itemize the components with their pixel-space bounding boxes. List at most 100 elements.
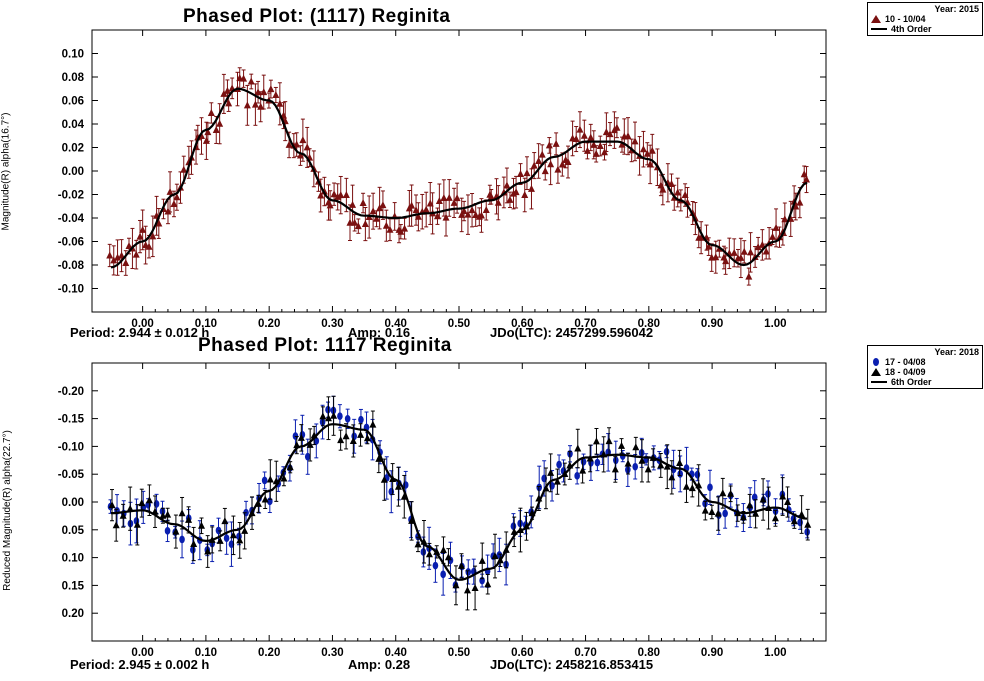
- amp-text: Amp: 0.16: [348, 325, 411, 340]
- data-point-triangle: [632, 443, 640, 451]
- top-legend: Year: 2015 10 - 10/04 4th Order: [867, 2, 983, 36]
- data-point-triangle: [535, 156, 543, 164]
- y-tick-label: -0.08: [58, 260, 85, 272]
- data-point-triangle: [494, 198, 502, 206]
- period-text: Period: 2.945 ± 0.002 h: [70, 657, 210, 672]
- data-point-triangle: [382, 221, 390, 229]
- data-point-triangle: [401, 224, 409, 232]
- data-point-triangle: [241, 526, 249, 534]
- data-point-triangle: [803, 175, 811, 183]
- data-point-triangle: [207, 108, 215, 116]
- data-point-triangle: [267, 85, 275, 93]
- data-point-triangle: [272, 91, 280, 99]
- data-point-triangle: [172, 527, 180, 535]
- data-point-triangle: [468, 206, 476, 214]
- data-point-triangle: [602, 128, 610, 136]
- data-point-triangle: [342, 191, 350, 199]
- data-point-triangle: [587, 133, 595, 141]
- data-point-triangle: [648, 146, 656, 154]
- data-point-circle: [313, 437, 320, 445]
- data-point-triangle: [118, 251, 126, 259]
- data-point-triangle: [530, 161, 538, 169]
- y-tick-label: -0.06: [58, 237, 84, 249]
- data-point-triangle: [618, 140, 626, 148]
- x-tick-label: 0.40: [385, 647, 407, 659]
- data-point-triangle: [740, 247, 748, 255]
- data-point-triangle: [460, 207, 468, 215]
- data-point-triangle: [775, 233, 783, 241]
- data-point-triangle: [397, 227, 405, 235]
- data-point-triangle: [552, 139, 560, 147]
- bottom-chart-title: Phased Plot: 1117 Reginita: [198, 335, 452, 356]
- data-point-triangle: [342, 432, 350, 440]
- jd-text: JDo(LTC): 2458216.853415: [490, 657, 654, 672]
- data-point-triangle: [796, 198, 804, 206]
- data-point-triangle: [422, 205, 430, 213]
- data-point-triangle: [112, 521, 120, 529]
- data-point-triangle: [452, 581, 460, 589]
- top-footer: Period: 2.944 ± 0.012 h Amp: 0.16 JDo(LT…: [0, 325, 984, 341]
- data-point-triangle: [745, 272, 753, 280]
- data-point-triangle: [337, 191, 345, 199]
- data-point-triangle: [223, 86, 231, 94]
- x-tick-label: 0.20: [258, 318, 280, 330]
- data-point-triangle: [784, 498, 792, 506]
- data-point-triangle: [369, 207, 377, 215]
- data-point-triangle: [306, 440, 314, 448]
- data-point-triangle: [592, 437, 600, 445]
- data-point-triangle: [349, 436, 357, 444]
- data-point-triangle: [727, 489, 735, 497]
- data-point-triangle: [412, 206, 420, 214]
- data-point-triangle: [216, 119, 224, 127]
- line-marker-icon: [871, 381, 887, 383]
- data-point-triangle: [136, 232, 144, 240]
- data-point-triangle: [547, 160, 555, 168]
- data-point-triangle: [122, 259, 130, 267]
- y-tick-label: 0.08: [62, 72, 85, 84]
- data-point-triangle: [106, 251, 114, 259]
- circle-marker-icon: [873, 358, 879, 366]
- data-point-triangle: [592, 149, 600, 157]
- x-tick-label: 0.10: [195, 647, 217, 659]
- y-tick-label: 0.04: [62, 119, 85, 131]
- triangle-marker-icon: [871, 15, 881, 23]
- data-point-triangle: [689, 209, 697, 217]
- x-tick-label: 0.00: [131, 647, 153, 659]
- data-point-triangle: [212, 125, 220, 133]
- legend-entry: 17 - 04/08: [871, 357, 979, 367]
- data-point-triangle: [541, 167, 549, 175]
- legend-entry: 6th Order: [871, 377, 979, 387]
- y-tick-label: -0.10: [58, 284, 84, 296]
- data-point-triangle: [453, 194, 461, 202]
- data-point-triangle: [800, 170, 808, 178]
- data-point-triangle: [580, 131, 588, 139]
- data-point-triangle: [180, 165, 188, 173]
- y-tick-label: 0.00: [62, 497, 84, 509]
- data-point-circle: [722, 509, 728, 518]
- data-point-triangle: [747, 248, 755, 256]
- data-point-triangle: [114, 253, 122, 261]
- x-tick-label: 0.20: [258, 647, 280, 659]
- data-point-circle: [337, 412, 343, 421]
- data-point-triangle: [523, 169, 531, 177]
- data-point-triangle: [624, 132, 632, 140]
- data-point-triangle: [554, 165, 562, 173]
- data-point-triangle: [790, 517, 798, 525]
- data-point-triangle: [276, 99, 284, 107]
- y-tick-label: -0.04: [58, 213, 85, 225]
- data-point-triangle: [317, 191, 325, 199]
- data-point-triangle: [503, 181, 511, 189]
- data-point-triangle: [781, 215, 789, 223]
- data-point-triangle: [739, 513, 747, 521]
- x-tick-label: 1.00: [764, 647, 786, 659]
- data-point-triangle: [369, 420, 377, 428]
- x-tick-label: 0.80: [638, 318, 660, 330]
- data-point-triangle: [164, 510, 172, 518]
- data-point-triangle: [286, 463, 294, 471]
- data-point-triangle: [330, 411, 338, 419]
- data-point-triangle: [644, 465, 652, 473]
- data-point-triangle: [221, 517, 229, 525]
- fit-curve-line: [110, 87, 808, 269]
- data-point-circle: [292, 432, 299, 440]
- data-point-triangle: [445, 193, 453, 201]
